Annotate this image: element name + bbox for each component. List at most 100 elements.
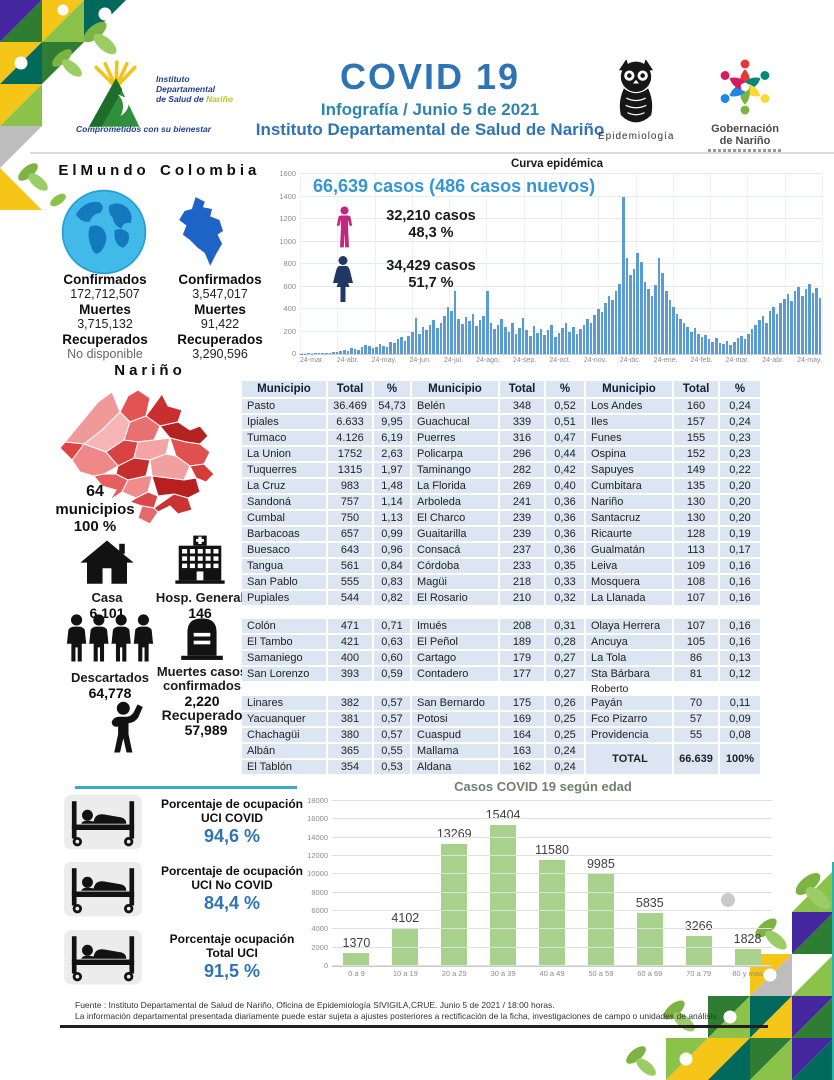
table-cell: 0,16 [720,619,760,633]
table-cell: 0,26 [546,696,584,710]
curve-bar [768,311,772,354]
world-recovered-value: No disponible [67,347,143,361]
table-cell: 0,63 [374,635,410,649]
age-bar [685,936,712,966]
gobernacion-logo: Gobernación de Nariño [686,56,804,153]
table-cell: 107 [674,619,718,633]
curve-y-tick-label: 1600 [279,169,296,178]
table-cell: Payán [586,696,672,710]
table-cell: 0,27 [546,651,584,665]
curve-bar [500,319,503,354]
table-cell: 0,84 [374,559,410,573]
table-cell: 339 [500,415,544,429]
female-icon [333,256,353,302]
casa-label: Casa [91,590,123,605]
world-heading: ElMundo [58,162,150,179]
curve-vgridline [449,174,451,354]
curve-vgridline [784,174,786,354]
table-cell: 382 [328,696,372,710]
age-bar-value-label: 15404 [485,807,521,822]
world-stats: Confirmados 172,712,507 Muertes 3,715,13… [40,272,170,362]
curve-vgridline [486,174,488,354]
table-cell [674,683,718,694]
table-cell: Magüi [412,575,498,589]
curve-bar [332,352,335,354]
table-cell: 0,23 [720,447,760,461]
table-cell: Mosquera [586,575,672,589]
hospital-value: 146 [188,605,212,621]
curve-x-tick-label: 24-mar. [725,357,750,364]
table-cell [674,607,718,617]
curve-bar [529,336,532,354]
curve-bar [564,322,568,354]
table-cell: 0,59 [374,667,410,681]
table-cell: Taminango [412,463,498,477]
curve-x-tick-label: 24-nov. [583,357,607,364]
curve-x-tick-label: 24-oct. [549,357,571,364]
curve-bar [568,331,571,354]
table-cell: 0,53 [374,760,410,774]
uci-covid-block [64,795,142,856]
table-cell: Ospina [586,447,672,461]
age-y-tick-label: 2000 [311,942,328,952]
age-x-tick-label: 70 a 79 [686,969,712,978]
curve-bar [625,258,629,354]
curve-bar [432,320,435,354]
curve-bar [632,268,636,354]
curve-bar [407,336,410,354]
table-cell: 105 [674,635,718,649]
indicator-hospital: Hosp. General 146 [150,530,250,621]
age-y-tick-label: 0 [323,961,328,970]
table-cell: 163 [500,744,544,758]
table-row: Colón 471 0,71 Imués 208 0,31 Olaya Herrera 107… [242,619,760,633]
table-cell: La Tola [586,651,672,665]
curve-bar [704,334,707,354]
curve-bar [618,284,622,354]
table-row: Tumaco 4.126 6,19 Puerres 316 0,47 Funes 155 0,2… [242,431,760,445]
age-bar [441,844,468,966]
table-cell: 36.469 [328,399,372,413]
epidemic-curve-bars [300,174,822,354]
table-cell: Providencia [586,728,672,742]
curve-x-tick-label: 24-jun. [409,357,431,364]
age-gridline: 10000 [307,869,772,878]
table-cell: Colón [242,619,326,633]
table-header-cell: Municipio [586,381,672,397]
age-x-tick-label: 0 a 9 [348,969,365,978]
table-row: Chachagüi 380 0,57 Cuaspud 164 0,25 Providenci… [242,728,760,742]
gobernacion-subtext-placeholder [708,149,782,153]
curve-x-tick-label: 24-dic. [619,357,641,364]
curve-bar [396,339,400,354]
age-x-tick-label: 80 y mas [732,969,763,978]
curve-bar [546,330,550,354]
table-cell: 0,51 [546,415,584,429]
colombia-heading: Colombia [160,162,261,179]
age-bar-value-label: 1828 [733,932,762,947]
table-header-cell: Municipio [412,381,498,397]
table-cell [720,607,760,617]
curve-bar [786,294,790,354]
curve-bar [793,291,797,354]
descartados-value: 64,778 [88,685,132,701]
curve-bar [614,291,618,354]
table-cell: 0,32 [546,591,584,605]
curve-x-tick-label: 24-feb. [690,357,713,364]
table-cell: Belén [412,399,498,413]
table-cell [242,607,326,617]
table-cell: La Cruz [242,479,326,493]
curve-bar [722,343,725,354]
curve-bar [461,323,464,354]
table-cell: 0,31 [546,619,584,633]
age-bar-slot: 5835 [625,896,674,966]
age-y-tick-label: 12000 [307,851,328,860]
table-cell: 1752 [328,447,372,461]
age-gridline: 4000 [311,924,772,933]
table-cell: 757 [328,495,372,509]
curve-gridline: 1600 [279,169,822,178]
curve-bar [364,345,367,354]
table-cell: 218 [500,575,544,589]
curve-bar [503,327,507,354]
curve-vgridline [523,174,525,354]
uci-no-covid-text: Porcentaje de ocupación UCI No COVID 84,… [142,864,322,914]
curve-bar [693,328,697,354]
